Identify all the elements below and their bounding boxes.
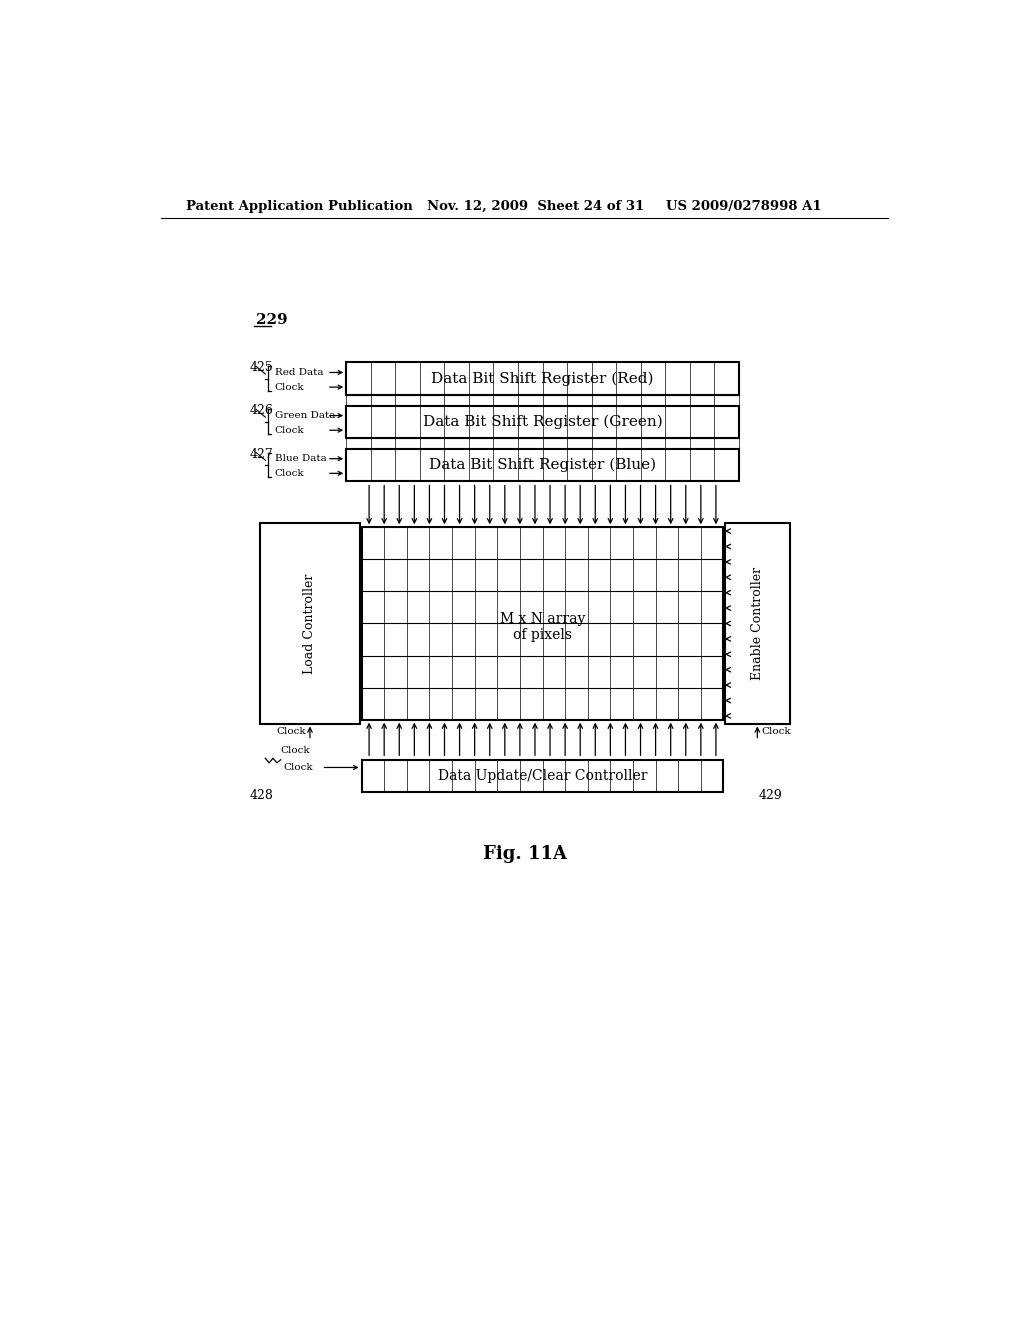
Text: Clock: Clock (281, 746, 310, 755)
Text: Data Update/Clear Controller: Data Update/Clear Controller (438, 770, 647, 783)
Text: Data Bit Shift Register (Red): Data Bit Shift Register (Red) (431, 371, 653, 385)
Bar (361, 760, 724, 792)
Bar (725, 524, 790, 723)
Text: Patent Application Publication: Patent Application Publication (186, 199, 413, 213)
Bar (346, 405, 739, 438)
Text: Data Bit Shift Register (Green): Data Bit Shift Register (Green) (423, 414, 663, 429)
Text: Green Data: Green Data (274, 411, 335, 420)
Text: Clock: Clock (274, 469, 304, 478)
Text: 229: 229 (256, 313, 288, 327)
Text: Blue Data: Blue Data (274, 454, 327, 463)
Text: 429: 429 (759, 789, 782, 803)
Text: US 2009/0278998 A1: US 2009/0278998 A1 (666, 199, 821, 213)
Bar (346, 449, 739, 480)
Text: 428: 428 (250, 789, 273, 803)
Text: 426: 426 (250, 404, 273, 417)
Text: Data Bit Shift Register (Blue): Data Bit Shift Register (Blue) (429, 458, 656, 473)
Text: 427: 427 (250, 447, 273, 461)
Text: 425: 425 (250, 362, 273, 375)
Text: Enable Controller: Enable Controller (751, 566, 764, 680)
Bar (361, 527, 724, 719)
Text: Load Controller: Load Controller (303, 573, 316, 673)
Text: Clock: Clock (283, 763, 312, 772)
Bar (260, 524, 360, 723)
Bar (346, 363, 739, 395)
Text: Fig. 11A: Fig. 11A (482, 845, 567, 863)
Text: M x N array
of pixels: M x N array of pixels (500, 612, 585, 643)
Text: Clock: Clock (761, 727, 791, 735)
Text: Clock: Clock (276, 727, 306, 735)
Text: Nov. 12, 2009  Sheet 24 of 31: Nov. 12, 2009 Sheet 24 of 31 (427, 199, 644, 213)
Text: Clock: Clock (274, 426, 304, 434)
Text: Clock: Clock (274, 383, 304, 392)
Text: Red Data: Red Data (274, 368, 323, 378)
